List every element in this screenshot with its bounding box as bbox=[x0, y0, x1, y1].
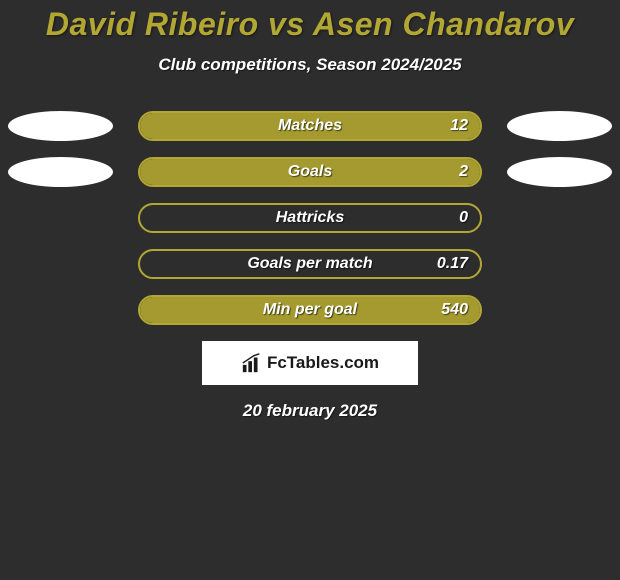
stat-row: Goals2 bbox=[0, 157, 620, 187]
stat-row: Goals per match0.17 bbox=[0, 249, 620, 279]
stat-label: Min per goal bbox=[140, 297, 480, 323]
stat-row: Matches12 bbox=[0, 111, 620, 141]
stat-bar: Min per goal540 bbox=[138, 295, 482, 325]
stat-label: Hattricks bbox=[140, 205, 480, 231]
comparison-card: David Ribeiro vs Asen Chandarov Club com… bbox=[0, 0, 620, 421]
page-title: David Ribeiro vs Asen Chandarov bbox=[0, 6, 620, 43]
stat-value: 540 bbox=[441, 297, 468, 323]
stat-row: Min per goal540 bbox=[0, 295, 620, 325]
subtitle: Club competitions, Season 2024/2025 bbox=[0, 55, 620, 75]
stat-label: Goals per match bbox=[140, 251, 480, 277]
stat-value: 0.17 bbox=[437, 251, 468, 277]
stats-region: Matches12 Goals2 Hattricks0 Goals per match… bbox=[0, 111, 620, 325]
stat-value: 0 bbox=[459, 205, 468, 231]
bar-chart-icon bbox=[241, 352, 263, 374]
right-ellipse bbox=[507, 157, 612, 187]
stat-bar: Goals per match0.17 bbox=[138, 249, 482, 279]
stat-bar: Hattricks0 bbox=[138, 203, 482, 233]
left-ellipse bbox=[8, 111, 113, 141]
stat-label: Goals bbox=[140, 159, 480, 185]
date-label: 20 february 2025 bbox=[0, 401, 620, 421]
stat-value: 2 bbox=[459, 159, 468, 185]
right-ellipse bbox=[507, 111, 612, 141]
stat-bar: Goals2 bbox=[138, 157, 482, 187]
left-ellipse bbox=[8, 157, 113, 187]
stat-value: 12 bbox=[450, 113, 468, 139]
stat-row: Hattricks0 bbox=[0, 203, 620, 233]
brand-box[interactable]: FcTables.com bbox=[202, 341, 418, 385]
stat-bar: Matches12 bbox=[138, 111, 482, 141]
stat-label: Matches bbox=[140, 113, 480, 139]
brand-label: FcTables.com bbox=[267, 353, 379, 373]
